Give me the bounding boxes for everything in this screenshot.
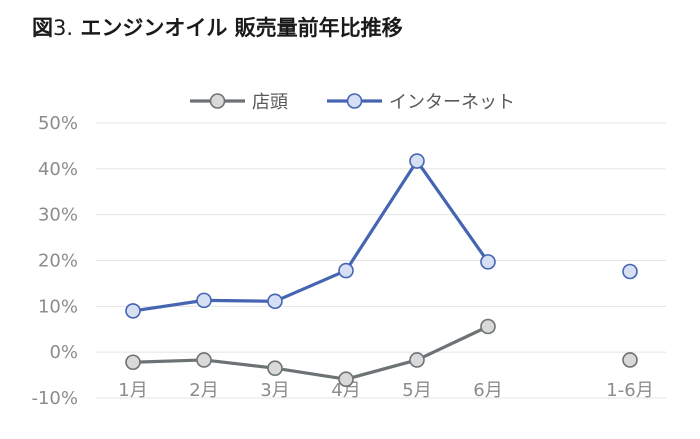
x-tick-label: 2月 — [189, 380, 218, 401]
data-point — [196, 292, 212, 309]
data-point — [267, 360, 283, 377]
y-tick-label: 0% — [49, 342, 78, 363]
data-point — [480, 318, 496, 335]
legend: 店頭 インターネット — [190, 92, 515, 113]
data-point — [622, 263, 638, 280]
series-markers — [125, 153, 638, 388]
legend-marker — [346, 93, 363, 109]
y-axis-labels: -10% 0% 10% 20% 30% 40% 50% — [31, 113, 78, 409]
data-point — [267, 293, 283, 310]
data-point — [125, 303, 141, 319]
x-axis-labels: 1月 2月 3月 4月 5月 6月 1-6月 — [118, 380, 653, 401]
x-tick-label: 6月 — [473, 380, 502, 401]
gridlines — [96, 122, 666, 399]
series-line — [132, 159, 490, 313]
y-tick-label: 50% — [38, 113, 78, 134]
x-tick-label: 5月 — [402, 380, 431, 401]
data-point — [409, 352, 425, 368]
data-point — [338, 262, 354, 279]
data-point — [338, 371, 354, 388]
y-tick-label: 10% — [38, 296, 78, 317]
data-point — [125, 354, 141, 371]
title-text: エンジンオイル 販売量前年比推移 — [73, 16, 403, 40]
data-point — [480, 254, 496, 270]
legend-label: インターネット — [389, 92, 515, 113]
series-line — [132, 325, 489, 381]
data-point — [622, 352, 638, 368]
series-lines — [132, 159, 490, 381]
legend-label: 店頭 — [252, 92, 288, 113]
y-tick-label: 30% — [38, 205, 78, 226]
x-tick-label: 1-6月 — [606, 380, 653, 401]
data-point — [409, 153, 425, 169]
y-tick-label: 40% — [38, 159, 78, 180]
title-prefix: 図 — [32, 16, 53, 40]
x-tick-label: 3月 — [260, 380, 289, 401]
y-tick-label: -10% — [31, 388, 78, 409]
y-tick-label: 20% — [38, 251, 78, 272]
x-tick-label: 1月 — [118, 380, 147, 401]
legend-marker — [209, 93, 226, 109]
title-number: 3. — [53, 16, 74, 40]
x-tick-label: 4月 — [331, 380, 360, 401]
data-point — [196, 352, 212, 368]
chart-title: 図3. エンジンオイル 販売量前年比推移 — [32, 12, 403, 42]
